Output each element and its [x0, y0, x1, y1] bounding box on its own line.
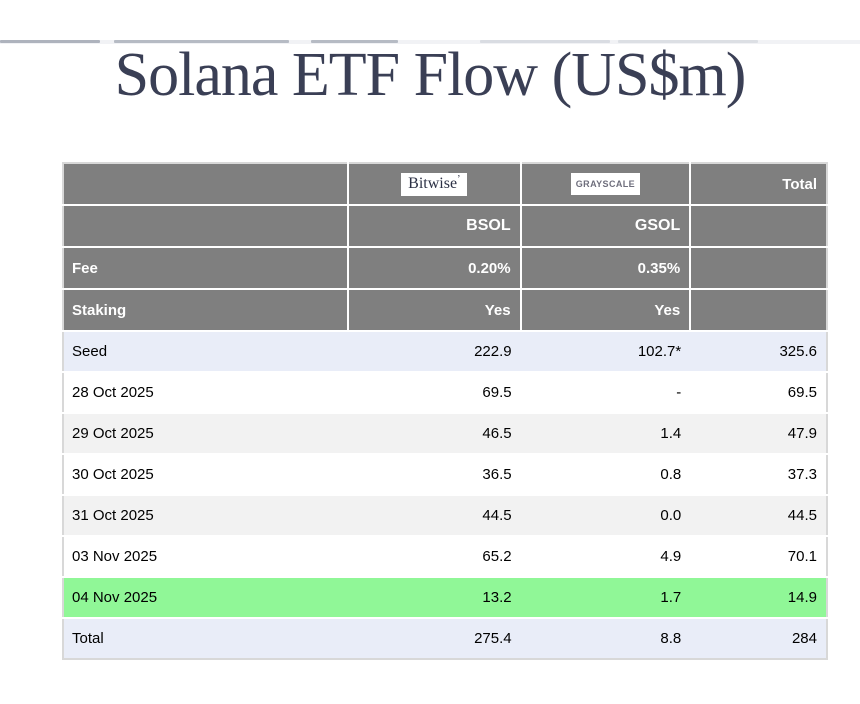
- bsol-value-cell: 46.5: [347, 413, 521, 455]
- bitwise-logo: Bitwise’: [401, 172, 468, 196]
- gsol-ticker: GSOL: [520, 205, 692, 248]
- gsol-value-cell: 1.4: [520, 413, 691, 455]
- bsol-value-cell: 13.2: [347, 577, 521, 619]
- table-row: Total 275.4 8.8 284: [63, 618, 827, 659]
- gsol-value-cell: 0.0: [520, 495, 691, 537]
- grayscale-logo: GRAYSCALE: [570, 173, 641, 195]
- total-value-cell: 14.9: [690, 577, 827, 619]
- total-value-cell: 69.5: [690, 372, 827, 414]
- total-value-cell: 284: [690, 618, 827, 659]
- fee-row-label: Fee: [63, 247, 349, 290]
- bsol-value-cell: 222.9: [347, 331, 521, 373]
- total-value-cell: 70.1: [690, 536, 827, 578]
- page-title: Solana ETF Flow (US$m): [114, 41, 747, 109]
- gsol-value-cell: 0.8: [520, 454, 691, 496]
- bitwise-fee: 0.20%: [347, 247, 522, 290]
- chrome-edge-fragment: [311, 40, 398, 43]
- grayscale-fee: 0.35%: [520, 247, 692, 290]
- row-label-cell: 28 Oct 2025: [63, 372, 348, 414]
- total-value-cell: 37.3: [690, 454, 827, 496]
- staking-row: Staking Yes Yes: [63, 289, 827, 332]
- grayscale-staking: Yes: [520, 289, 692, 332]
- logo-header-row: Bitwise’ GRAYSCALE Total: [63, 163, 827, 206]
- row-label-cell: Total: [63, 618, 348, 659]
- table-row: 31 Oct 2025 44.5 0.0 44.5: [63, 495, 827, 537]
- total-column-header: Total: [690, 163, 827, 206]
- chrome-edge-fragment: [114, 40, 289, 43]
- total-value-cell: 44.5: [690, 495, 827, 537]
- bitwise-staking: Yes: [347, 289, 522, 332]
- total-value-cell: 47.9: [690, 413, 827, 455]
- empty-cell: [63, 205, 349, 248]
- page: { "title": "Solana ETF Flow (US$m)", "co…: [0, 40, 860, 704]
- gsol-value-cell: 1.7: [520, 577, 691, 619]
- gsol-value-cell: -: [520, 372, 691, 414]
- empty-corner-cell: [63, 163, 349, 206]
- bsol-value-cell: 44.5: [347, 495, 521, 537]
- empty-cell: [690, 289, 827, 332]
- chrome-edge-fragment: [480, 40, 610, 43]
- row-label-cell: Seed: [63, 331, 348, 373]
- row-label-cell: 30 Oct 2025: [63, 454, 348, 496]
- bitwise-logo-cell: Bitwise’: [347, 163, 522, 206]
- table-row: 29 Oct 2025 46.5 1.4 47.9: [63, 413, 827, 455]
- chrome-edge-fragment: [618, 40, 758, 43]
- bsol-value-cell: 275.4: [347, 618, 521, 659]
- row-label-cell: 31 Oct 2025: [63, 495, 348, 537]
- etf-flow-table-wrap: Bitwise’ GRAYSCALE Total BSOL GSOL Fee 0…: [62, 162, 828, 660]
- table-row: Seed 222.9 102.7* 325.6: [63, 331, 827, 373]
- gsol-value-cell: 8.8: [520, 618, 691, 659]
- grayscale-logo-cell: GRAYSCALE: [520, 163, 692, 206]
- bsol-ticker: BSOL: [347, 205, 522, 248]
- table-row: 03 Nov 2025 65.2 4.9 70.1: [63, 536, 827, 578]
- bitwise-logo-text: Bitwise: [408, 174, 458, 192]
- table-row: 28 Oct 2025 69.5 - 69.5: [63, 372, 827, 414]
- row-label-cell: 03 Nov 2025: [63, 536, 348, 578]
- bsol-value-cell: 65.2: [347, 536, 521, 578]
- chrome-edge-fragment: [0, 40, 100, 43]
- empty-cell: [690, 247, 827, 290]
- fee-row: Fee 0.20% 0.35%: [63, 247, 827, 290]
- empty-cell: [690, 205, 827, 248]
- bsol-value-cell: 36.5: [347, 454, 521, 496]
- table-row: 04 Nov 2025 13.2 1.7 14.9: [63, 577, 827, 619]
- bitwise-logo-mark: ’: [457, 173, 461, 185]
- row-label-cell: 29 Oct 2025: [63, 413, 348, 455]
- table-row: 30 Oct 2025 36.5 0.8 37.3: [63, 454, 827, 496]
- total-value-cell: 325.6: [690, 331, 827, 373]
- etf-flow-table: Bitwise’ GRAYSCALE Total BSOL GSOL Fee 0…: [62, 162, 828, 660]
- gsol-value-cell: 102.7*: [520, 331, 691, 373]
- gsol-value-cell: 4.9: [520, 536, 691, 578]
- bsol-value-cell: 69.5: [347, 372, 521, 414]
- browser-chrome-edge: [0, 40, 860, 44]
- staking-row-label: Staking: [63, 289, 349, 332]
- ticker-header-row: BSOL GSOL: [63, 205, 827, 248]
- row-label-cell: 04 Nov 2025: [63, 577, 348, 619]
